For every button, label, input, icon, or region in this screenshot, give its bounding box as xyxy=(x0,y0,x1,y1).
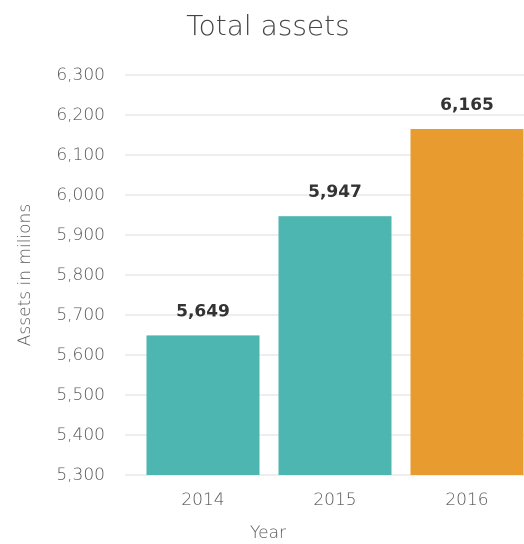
x-axis-label: Year xyxy=(250,523,286,543)
y-tick-label: 5,600 xyxy=(56,345,105,365)
y-tick-label: 6,200 xyxy=(56,105,105,125)
bar xyxy=(410,129,524,475)
y-tick-label: 5,900 xyxy=(56,225,105,245)
data-label: 6,165 xyxy=(440,95,494,115)
y-tick-label: 6,000 xyxy=(56,185,105,205)
y-tick-label: 5,700 xyxy=(56,305,105,325)
x-tick-label: 2015 xyxy=(313,490,356,510)
x-tick-label: 2014 xyxy=(181,490,224,510)
y-tick-label: 5,500 xyxy=(56,385,105,405)
y-tick-label: 5,400 xyxy=(56,425,105,445)
x-tick-label: 2016 xyxy=(445,490,488,510)
data-label: 5,947 xyxy=(308,182,362,202)
data-label: 5,649 xyxy=(176,301,230,321)
chart-title: Total assets xyxy=(186,9,349,42)
bar xyxy=(278,216,392,475)
y-tick-label: 5,300 xyxy=(56,465,105,485)
y-tick-label: 5,800 xyxy=(56,265,105,285)
bar xyxy=(146,335,260,475)
y-tick-label: 6,100 xyxy=(56,145,105,165)
y-axis-label: Assets in milions xyxy=(15,204,35,346)
y-tick-label: 6,300 xyxy=(56,65,105,85)
